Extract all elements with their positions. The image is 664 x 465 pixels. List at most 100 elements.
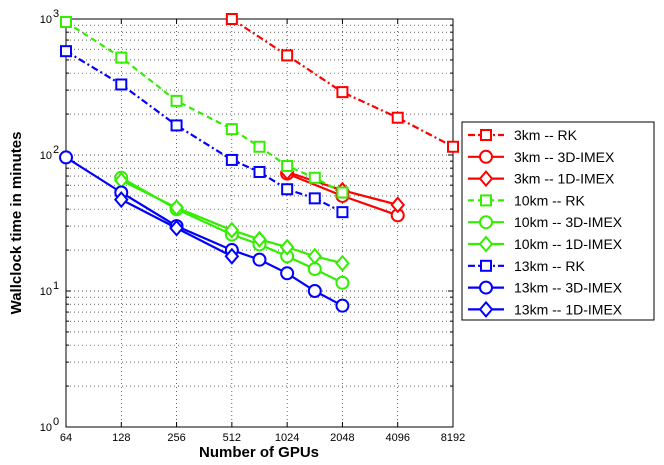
x-tick-label: 2048: [330, 432, 354, 444]
legend-label: 13km -- 1D-IMEX: [514, 301, 623, 317]
data-point: [115, 51, 128, 64]
data-point: [281, 160, 294, 173]
y-tick-label: 10 2: [40, 144, 59, 162]
data-point: [336, 186, 349, 199]
legend-item: 3km -- RK: [468, 127, 578, 143]
y-tick-base: 10: [40, 422, 52, 434]
y-tick-base: 10: [40, 150, 52, 162]
series-7: [59, 150, 350, 313]
data-point: [280, 266, 295, 281]
legend-marker: [479, 215, 493, 230]
legend-marker: [480, 194, 492, 207]
y-tick-label: 10 0: [40, 416, 59, 434]
legend-label: 13km -- RK: [514, 258, 585, 274]
plot-area: [65, 18, 454, 428]
series-4: [114, 170, 350, 290]
legend-marker: [480, 259, 492, 272]
data-point: [335, 275, 350, 290]
y-tick-exponent: 1: [53, 280, 59, 292]
data-point: [307, 284, 322, 298]
data-point: [390, 196, 406, 214]
y-tick-exponent: 2: [53, 144, 59, 156]
legend-item: 10km -- 3D-IMEX: [468, 214, 623, 230]
data-point: [335, 254, 350, 272]
data-point: [281, 49, 294, 62]
y-tick-exponent: 0: [53, 416, 59, 428]
x-tick-label: 128: [112, 432, 130, 444]
legend-item: 10km -- RK: [468, 192, 585, 208]
data-point: [252, 252, 267, 267]
x-tick-label: 4096: [385, 432, 409, 444]
legend-marker: [478, 235, 494, 253]
data-point: [224, 247, 240, 265]
legend-marker: [478, 170, 494, 188]
y-tick-exponent: 3: [53, 8, 59, 20]
data-point: [169, 219, 184, 237]
data-series: [59, 13, 459, 313]
data-point: [307, 247, 323, 265]
data-point: [225, 153, 238, 166]
legend-item: 10km -- 1D-IMEX: [468, 235, 623, 253]
series-3: [60, 16, 349, 199]
data-point: [252, 230, 267, 248]
data-point: [336, 86, 349, 99]
series-line: [65, 21, 343, 194]
series-6: [60, 45, 349, 219]
data-point: [253, 140, 266, 153]
y-tick-base: 10: [40, 14, 52, 26]
legend-label: 3km -- 3D-IMEX: [514, 149, 615, 165]
data-point: [253, 165, 266, 178]
data-point: [335, 298, 350, 313]
legend: 3km -- RK 3km -- 3D-IMEX 3km -- 1D-IMEX 10k…: [461, 121, 655, 321]
data-point: [307, 262, 322, 277]
y-tick-base: 10: [40, 286, 52, 298]
data-point: [170, 94, 183, 107]
legend-marker: [479, 149, 493, 164]
legend-marker: [480, 129, 492, 141]
x-tick-label: 512: [223, 432, 241, 444]
y-tick-label: 10 1: [40, 280, 59, 298]
data-point: [115, 78, 128, 91]
series-8: [113, 191, 240, 265]
data-point: [60, 45, 72, 58]
legend-item: 3km -- 1D-IMEX: [468, 170, 615, 188]
data-point: [60, 16, 72, 29]
y-tick-label: 10 3: [40, 8, 59, 26]
legend-label: 10km -- 1D-IMEX: [514, 236, 623, 252]
x-tick-label: 1024: [275, 432, 299, 444]
x-tick-label: 256: [167, 432, 185, 444]
data-point: [170, 119, 183, 132]
data-point: [281, 183, 294, 196]
legend-item: 13km -- 1D-IMEX: [468, 300, 623, 318]
data-point: [447, 140, 459, 153]
data-point: [336, 206, 349, 219]
series-0: [225, 13, 459, 153]
data-point: [308, 171, 321, 184]
legend-item: 13km -- RK: [468, 258, 585, 274]
legend-label: 10km -- RK: [514, 192, 585, 208]
legend-label: 13km -- 3D-IMEX: [514, 280, 623, 296]
data-point: [59, 150, 73, 165]
legend-label: 3km -- RK: [514, 127, 578, 143]
legend-item: 3km -- 3D-IMEX: [468, 149, 615, 165]
data-point: [308, 192, 321, 205]
x-axis-label: Number of GPUs: [199, 444, 319, 461]
x-tick-label: 64: [60, 432, 72, 444]
y-axis-label: Wallclock time in minutes: [8, 132, 25, 315]
data-point: [113, 191, 129, 209]
data-point: [169, 199, 184, 217]
data-point: [391, 111, 404, 124]
legend-label: 10km -- 3D-IMEX: [514, 214, 623, 230]
data-point: [225, 123, 238, 136]
data-point: [279, 238, 295, 256]
series-line: [65, 50, 343, 214]
legend-item: 13km -- 3D-IMEX: [468, 280, 623, 296]
legend-marker: [479, 280, 493, 295]
x-tick-label: 8192: [441, 432, 465, 444]
series-line: [231, 18, 454, 148]
legend-label: 3km -- 1D-IMEX: [514, 171, 615, 187]
series-5: [113, 171, 350, 272]
data-point: [225, 13, 238, 25]
